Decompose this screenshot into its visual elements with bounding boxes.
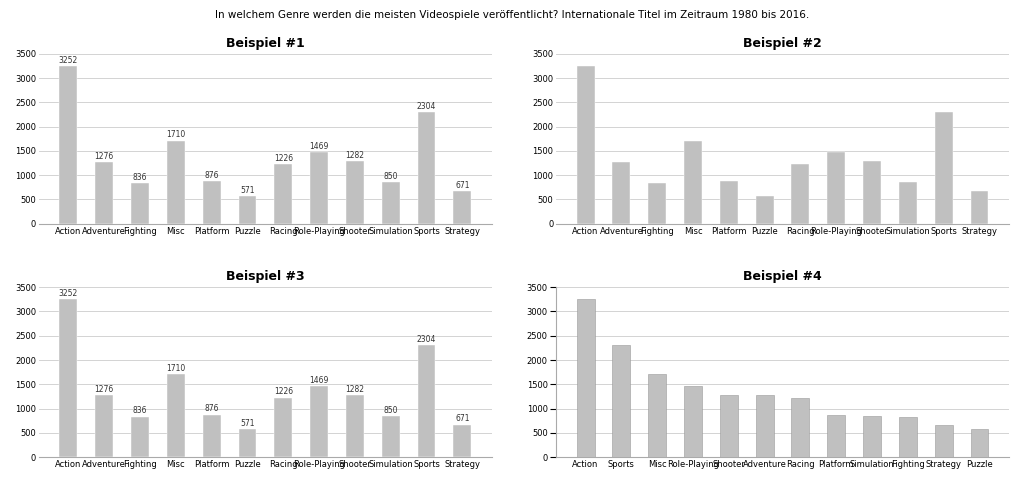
Text: 671: 671: [455, 414, 470, 424]
Bar: [131, 417, 150, 457]
Bar: [577, 66, 595, 224]
Bar: [935, 424, 952, 457]
Title: Beispiel #3: Beispiel #3: [226, 270, 305, 283]
Bar: [274, 398, 292, 457]
Text: 3252: 3252: [58, 56, 78, 64]
Bar: [418, 345, 435, 457]
Text: 836: 836: [133, 173, 147, 182]
Bar: [203, 181, 220, 224]
Text: In welchem Genre werden die meisten Videospiele veröffentlicht? Internationale T: In welchem Genre werden die meisten Vide…: [215, 10, 809, 20]
Bar: [382, 182, 399, 224]
Text: 1276: 1276: [94, 385, 114, 394]
Text: 850: 850: [383, 406, 398, 415]
Text: 2304: 2304: [417, 102, 436, 111]
Bar: [612, 345, 631, 457]
Text: 1282: 1282: [345, 151, 365, 160]
Bar: [899, 417, 916, 457]
Bar: [720, 181, 737, 224]
Bar: [418, 112, 435, 224]
Bar: [274, 164, 292, 224]
Bar: [203, 415, 220, 457]
Bar: [648, 374, 667, 457]
Bar: [454, 191, 471, 224]
Bar: [59, 299, 78, 457]
Bar: [684, 141, 702, 224]
Bar: [131, 183, 150, 224]
Bar: [935, 112, 952, 224]
Text: 3252: 3252: [58, 289, 78, 298]
Text: 571: 571: [241, 186, 255, 195]
Bar: [792, 164, 809, 224]
Bar: [863, 162, 881, 224]
Bar: [346, 162, 364, 224]
Text: 1469: 1469: [309, 142, 329, 151]
Bar: [971, 429, 988, 457]
Bar: [684, 386, 702, 457]
Text: 2304: 2304: [417, 335, 436, 344]
Text: 850: 850: [383, 172, 398, 181]
Title: Beispiel #4: Beispiel #4: [743, 270, 822, 283]
Text: 876: 876: [205, 405, 219, 413]
Bar: [346, 395, 364, 457]
Bar: [756, 395, 773, 457]
Bar: [95, 395, 114, 457]
Bar: [382, 416, 399, 457]
Bar: [454, 424, 471, 457]
Bar: [577, 299, 595, 457]
Bar: [239, 196, 256, 224]
Bar: [310, 152, 328, 224]
Bar: [827, 152, 845, 224]
Title: Beispiel #1: Beispiel #1: [226, 37, 305, 50]
Text: 836: 836: [133, 407, 147, 415]
Bar: [167, 141, 184, 224]
Bar: [756, 196, 773, 224]
Bar: [827, 415, 845, 457]
Text: 1282: 1282: [345, 385, 365, 393]
Bar: [863, 416, 881, 457]
Bar: [612, 162, 631, 224]
Bar: [899, 182, 916, 224]
Bar: [648, 183, 667, 224]
Text: 1226: 1226: [273, 388, 293, 396]
Bar: [971, 191, 988, 224]
Bar: [792, 398, 809, 457]
Text: 571: 571: [241, 419, 255, 428]
Text: 1710: 1710: [166, 364, 185, 373]
Bar: [720, 395, 737, 457]
Bar: [59, 66, 78, 224]
Text: 1710: 1710: [166, 131, 185, 139]
Title: Beispiel #2: Beispiel #2: [743, 37, 822, 50]
Text: 1276: 1276: [94, 151, 114, 161]
Bar: [310, 386, 328, 457]
Text: 1226: 1226: [273, 154, 293, 163]
Bar: [167, 374, 184, 457]
Bar: [95, 162, 114, 224]
Bar: [239, 429, 256, 457]
Text: 671: 671: [455, 181, 470, 190]
Text: 876: 876: [205, 171, 219, 180]
Text: 1469: 1469: [309, 376, 329, 385]
